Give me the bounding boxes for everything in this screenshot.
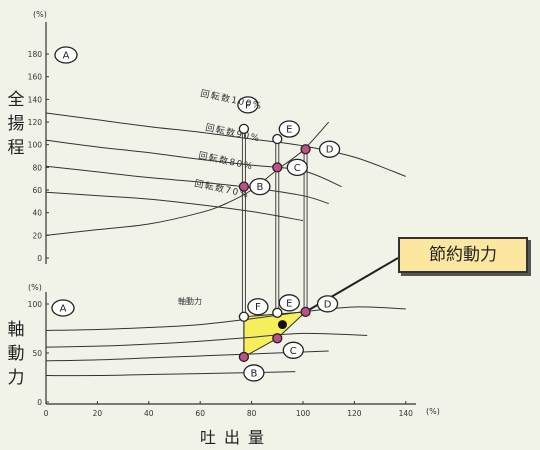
- x-tick-label: 60: [195, 409, 205, 418]
- top-y-tick-label: 60: [32, 186, 42, 195]
- bottom-label-ring-b: [243, 364, 265, 382]
- top-y-tick-label: 180: [28, 50, 43, 59]
- top-point-e: [272, 133, 283, 145]
- head-curve-1: [45, 112, 406, 177]
- top-point-c: [272, 162, 283, 173]
- bottom-y-tick-label: 100: [28, 300, 43, 309]
- top-label-ring-f: [237, 96, 259, 114]
- x-unit: (%): [426, 407, 440, 416]
- top-label-ring-d: [318, 140, 341, 158]
- bottom-point-f: [238, 311, 250, 322]
- top-y-tick-label: 80: [32, 163, 42, 172]
- power-series-label: 軸動力: [178, 296, 202, 306]
- top-y-unit: (%): [33, 10, 47, 19]
- x-tick-label: 80: [247, 409, 257, 418]
- x-tick-label: 0: [44, 409, 49, 418]
- bottom-point-label-f: F: [255, 302, 261, 313]
- bottom-point-d: [300, 306, 311, 317]
- bottom-y-tick-label: 0: [37, 398, 42, 407]
- speed-label: 回転数80%: [197, 149, 254, 172]
- head-curve-3: [45, 165, 329, 205]
- bottom-point-label-c: C: [290, 346, 297, 357]
- bottom-label-ring-c: [282, 341, 304, 359]
- top-y-tick-label: 120: [28, 118, 43, 127]
- top-label-ring-c: [286, 158, 308, 177]
- x-tick-label: 40: [144, 409, 154, 418]
- bottom-y-unit: (%): [28, 283, 42, 292]
- power-curve-1: [45, 306, 406, 331]
- top-y-tick-label: 100: [28, 141, 43, 150]
- curve-label-a: A: [60, 304, 67, 315]
- curves-layer: [45, 112, 406, 377]
- bottom-label-ring-f: [247, 298, 269, 316]
- top-y-tick-label: 140: [28, 95, 43, 104]
- speed-label: 回転数90%: [204, 121, 261, 144]
- bottom-point-b: [238, 351, 250, 363]
- curve-label-a: A: [63, 51, 70, 62]
- top-point-d: [300, 144, 311, 155]
- top-label-ring-e: [278, 120, 300, 138]
- top-point-b: [238, 181, 250, 192]
- top-point-label-f: F: [245, 100, 251, 111]
- curve-label-ring-a: [54, 46, 78, 64]
- operating-marker: [277, 320, 287, 330]
- bottom-label-ring-e: [278, 294, 300, 312]
- head-curve-4: [45, 191, 304, 222]
- bottom-y-axis-label: 軸動力: [7, 320, 25, 388]
- power-curve-2: [45, 332, 368, 348]
- bottom-point-label-d: D: [324, 299, 332, 310]
- top-point-label-c: C: [294, 163, 301, 174]
- bottom-point-e: [272, 307, 283, 318]
- callout-box: 節約動力: [398, 237, 528, 273]
- bottom-point-label-b: B: [250, 368, 257, 379]
- top-point-label-d: D: [326, 145, 334, 156]
- system-resistance-curve: [45, 121, 330, 236]
- x-tick-label: 100: [296, 409, 311, 418]
- x-tick-label: 20: [93, 409, 103, 418]
- top-label-ring-b: [249, 177, 271, 196]
- bottom-point-c: [272, 333, 283, 344]
- top-y-tick-label: 0: [37, 254, 42, 263]
- axes-layer: [45, 22, 416, 405]
- points-layer: [51, 46, 341, 382]
- top-y-axis-label: 全揚程: [7, 90, 25, 158]
- top-y-tick-label: 40: [32, 209, 42, 218]
- bottom-y-tick-label: 50: [32, 349, 42, 358]
- text-layer: (%)(%)(%)1801601401201008060402001005000…: [28, 10, 440, 418]
- x-tick-label: 120: [347, 409, 362, 418]
- top-point-f: [238, 123, 250, 134]
- x-tick-label: 140: [399, 409, 414, 418]
- bottom-label-ring-d: [316, 295, 339, 313]
- curve-label-ring-a: [51, 299, 75, 317]
- bottom-point-label-e: E: [286, 298, 292, 309]
- top-point-label-e: E: [286, 125, 292, 136]
- x-axis-label: 吐出量: [200, 428, 273, 447]
- top-y-tick-label: 20: [32, 231, 42, 240]
- speed-label: 回転数100%: [199, 87, 263, 112]
- top-point-label-b: B: [256, 182, 263, 193]
- top-y-tick-label: 160: [28, 73, 43, 82]
